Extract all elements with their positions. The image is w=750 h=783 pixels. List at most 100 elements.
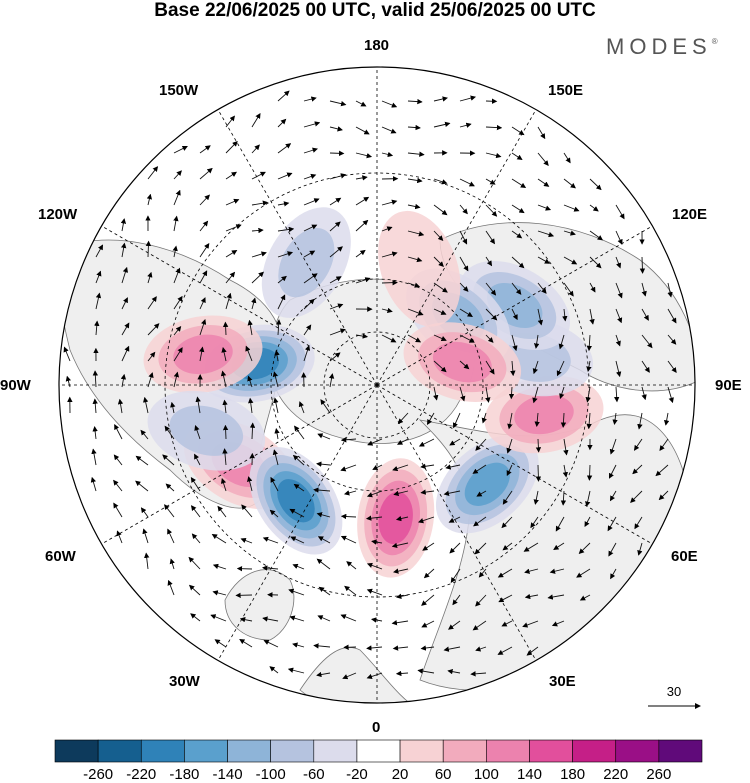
colorbar-tick-label: 140 xyxy=(516,766,542,783)
colorbar-tick-label: -260 xyxy=(83,766,114,783)
wind-vector xyxy=(563,230,576,236)
wind-vector xyxy=(277,251,294,258)
wind-vector xyxy=(272,449,279,466)
wind-vector xyxy=(609,490,617,502)
anomaly-contour xyxy=(173,334,233,375)
anomaly-contour xyxy=(432,341,492,383)
wind-vector xyxy=(393,568,409,574)
wind-vector xyxy=(615,308,623,324)
wind-vector xyxy=(537,256,551,264)
wind-vector xyxy=(459,204,468,215)
wind-vector xyxy=(418,438,435,447)
wind-vector xyxy=(355,333,369,339)
registered-mark: ® xyxy=(711,37,718,46)
colorbar-tick-label: 20 xyxy=(391,766,409,783)
wind-vector xyxy=(366,588,383,596)
wind-vector xyxy=(459,308,473,317)
wind-vector xyxy=(142,528,149,544)
colorbar-swatch xyxy=(313,739,358,763)
wind-vector xyxy=(277,275,287,284)
wind-vector xyxy=(146,193,153,206)
wind-vector xyxy=(563,256,578,265)
wind-vector xyxy=(316,558,331,570)
anomaly-contour xyxy=(378,491,413,545)
wind-vector xyxy=(452,594,461,606)
wind-vector xyxy=(667,282,673,298)
wind-vector xyxy=(485,204,498,217)
anomaly-contour xyxy=(514,394,574,435)
lon-label-0: 0 xyxy=(372,719,381,736)
wind-vector xyxy=(459,334,475,343)
colorbar-tick-label: -140 xyxy=(212,766,243,783)
wind-vector xyxy=(423,568,435,579)
wind-vector xyxy=(199,167,213,180)
wind-vector xyxy=(407,98,423,105)
wind-vector xyxy=(188,584,201,596)
wind-vector xyxy=(511,334,518,352)
wind-vector xyxy=(225,115,235,128)
reference-vector: 30 xyxy=(648,684,701,709)
wind-vector xyxy=(116,530,123,544)
meridian-line xyxy=(217,384,378,661)
wind-vector xyxy=(485,230,495,245)
colorbar-swatch xyxy=(97,739,142,763)
wind-vector xyxy=(586,360,592,372)
wind-vector xyxy=(340,614,357,622)
wind-vector xyxy=(95,244,103,258)
wind-vector xyxy=(634,516,643,530)
wind-vector xyxy=(510,360,516,377)
wind-vector xyxy=(277,143,292,154)
lon-label-30e: 30E xyxy=(549,673,576,690)
wind-vector xyxy=(188,556,201,570)
wind-vector xyxy=(245,345,253,362)
wind-vector xyxy=(433,308,447,315)
wind-vector xyxy=(272,371,279,388)
wind-vector xyxy=(173,371,180,388)
wind-vector xyxy=(270,476,279,492)
wind-vector xyxy=(199,270,208,284)
wind-vector xyxy=(144,552,150,570)
wind-vector xyxy=(225,292,232,310)
colorbar xyxy=(54,739,703,763)
wind-vector xyxy=(145,240,152,258)
wind-vector xyxy=(641,360,650,373)
wind-vector xyxy=(433,230,444,241)
wind-vector xyxy=(562,464,569,478)
wind-vector xyxy=(551,620,565,627)
wind-vector xyxy=(511,204,525,214)
wind-vector xyxy=(214,639,227,648)
wind-vector xyxy=(355,196,370,206)
wind-vector xyxy=(476,490,487,497)
wind-vector xyxy=(381,199,398,206)
wind-vector xyxy=(292,454,305,466)
wind-vector xyxy=(135,480,149,492)
wind-vector xyxy=(366,672,383,680)
wind-vector xyxy=(313,643,331,649)
wind-vector xyxy=(421,620,435,628)
wind-vector xyxy=(537,126,546,140)
wind-vector xyxy=(511,282,522,295)
modes-logo: MODES® xyxy=(606,34,718,60)
anomaly-center xyxy=(484,375,604,454)
wind-vector xyxy=(459,386,466,402)
colorbar-swatch xyxy=(140,739,185,763)
wind-vector xyxy=(589,282,596,293)
wind-vector xyxy=(637,412,643,430)
wind-vector xyxy=(172,245,178,258)
wind-vector xyxy=(247,375,253,388)
wind-vector xyxy=(355,152,373,159)
wind-vector xyxy=(524,568,539,574)
wind-vector xyxy=(560,412,567,428)
wind-vector xyxy=(317,536,331,544)
wind-vector xyxy=(277,201,290,207)
wind-vector xyxy=(472,620,487,631)
wind-vector xyxy=(452,412,461,429)
wind-vector xyxy=(535,438,542,453)
wind-vector xyxy=(289,615,305,622)
wind-vector xyxy=(559,386,565,400)
lon-label-180: 180 xyxy=(364,37,390,54)
wind-vector xyxy=(135,455,149,466)
wind-vector xyxy=(576,568,591,578)
wind-vector xyxy=(173,146,188,154)
wind-vector xyxy=(615,282,623,299)
